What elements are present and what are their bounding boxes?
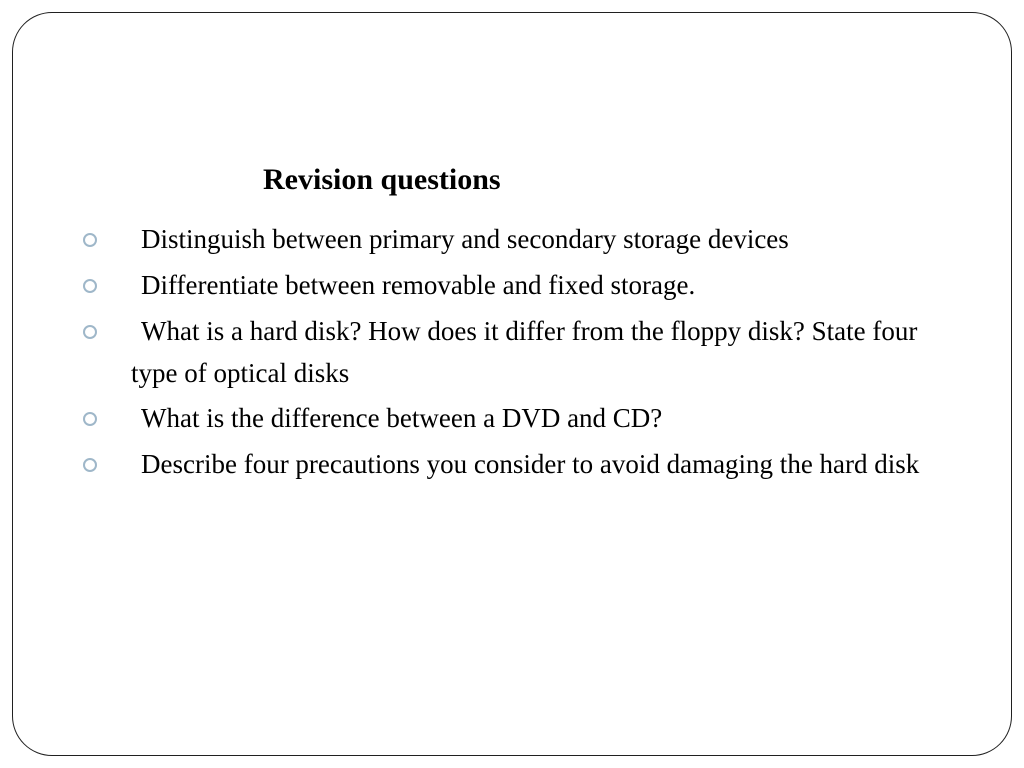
- slide-frame: Revision questions Distinguish between p…: [12, 12, 1012, 756]
- bullet-text: Distinguish between primary and secondar…: [141, 224, 789, 254]
- bullet-text: What is the difference between a DVD and…: [141, 403, 662, 433]
- bullet-text: What is a hard disk? How does it differ …: [131, 316, 917, 388]
- bullet-text: Differentiate between removable and fixe…: [141, 270, 695, 300]
- slide-title: Revision questions: [263, 163, 961, 197]
- list-item: What is a hard disk? How does it differ …: [73, 311, 961, 395]
- list-item: Distinguish between primary and secondar…: [73, 219, 961, 261]
- list-item: Differentiate between removable and fixe…: [73, 265, 961, 307]
- list-item: What is the difference between a DVD and…: [73, 398, 961, 440]
- bullet-list: Distinguish between primary and secondar…: [63, 219, 961, 486]
- list-item: Describe four precautions you consider t…: [73, 444, 961, 486]
- bullet-text: Describe four precautions you consider t…: [141, 449, 919, 479]
